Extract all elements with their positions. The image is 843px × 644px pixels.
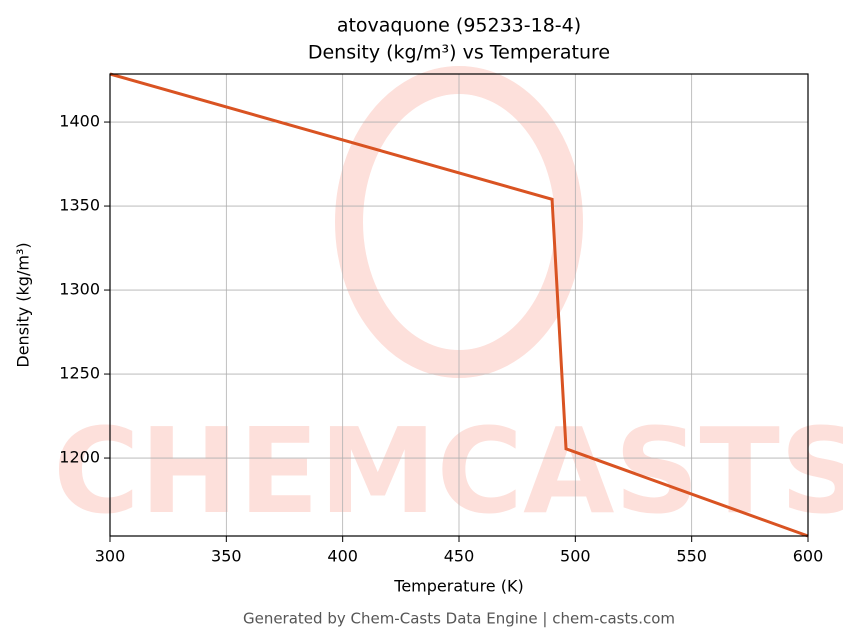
x-tick-label: 600 — [793, 547, 824, 566]
y-tick-label: 1200 — [59, 448, 100, 467]
x-axis-label: Temperature (K) — [393, 577, 523, 596]
y-tick-label: 1350 — [59, 196, 100, 215]
y-tick-label: 1250 — [59, 364, 100, 383]
x-tick-label: 300 — [95, 547, 126, 566]
x-tick-label: 400 — [327, 547, 358, 566]
x-tick-label: 450 — [444, 547, 475, 566]
footer: Generated by Chem-Casts Data Engine | ch… — [243, 610, 675, 628]
x-tick-label: 550 — [676, 547, 707, 566]
chart-title: atovaquone (95233-18-4) — [337, 15, 581, 37]
data-line — [109, 72, 809, 538]
x-tick-label: 500 — [560, 547, 591, 566]
plot-frame — [109, 73, 809, 537]
x-tick-label: 350 — [211, 547, 242, 566]
y-axis-label: Density (kg/m³) — [14, 242, 33, 367]
chart-subtitle: Density (kg/m³) vs Temperature — [308, 42, 610, 64]
y-tick-label: 1400 — [59, 112, 100, 131]
watermark: CHEMCASTS — [53, 402, 843, 540]
y-tick-label: 1300 — [59, 280, 100, 299]
